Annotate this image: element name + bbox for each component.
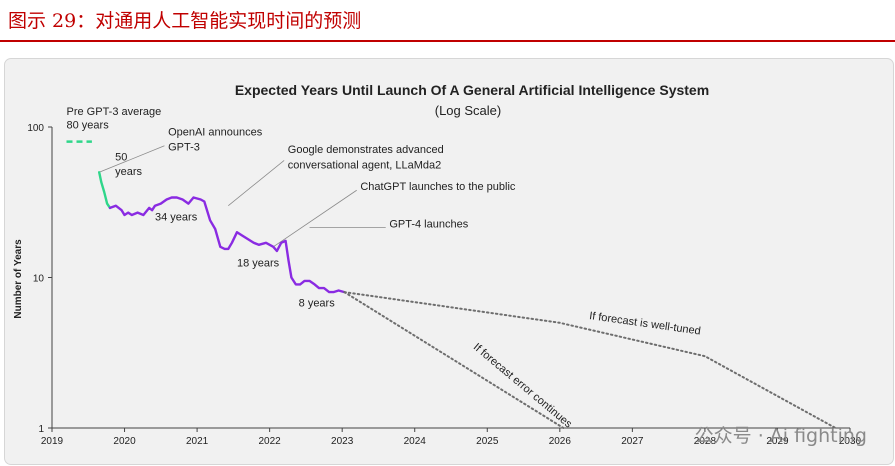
x-tick-label: 2026 (549, 436, 572, 447)
series-line (97, 171, 112, 210)
x-tick-label: 2028 (694, 436, 717, 447)
series-line (108, 196, 346, 294)
y-tick-label: 100 (27, 123, 44, 134)
x-tick-label: 2022 (259, 436, 282, 447)
series-line (343, 291, 565, 429)
agi-forecast-chart: Expected Years Until Launch Of A General… (13, 82, 862, 447)
annotation-label: Google demonstrates advanced (288, 144, 444, 156)
annotation-label: If forecast is well-tuned (588, 310, 701, 338)
annotation-label: GPT-3 (168, 141, 200, 153)
x-tick-label: 2029 (766, 436, 789, 447)
y-axis-label: Number of Years (13, 239, 24, 319)
annotation-leader-line (228, 160, 285, 207)
x-tick-label: 2020 (113, 436, 136, 447)
x-tick-label: 2027 (621, 436, 644, 447)
y-tick-label: 10 (33, 274, 45, 285)
watermark: 公众号 · Ai fighting (694, 425, 867, 447)
annotation-label: OpenAI announces (168, 126, 263, 138)
annotation-label: If forecast error continues (471, 341, 575, 431)
x-tick-label: 2030 (839, 436, 862, 447)
annotation-label: 18 years (237, 258, 280, 270)
annotation-label: 8 years (299, 298, 336, 310)
x-tick-label: 2023 (331, 436, 354, 447)
chart-title: Expected Years Until Launch Of A General… (235, 82, 709, 98)
chart-subtitle: (Log Scale) (435, 103, 501, 118)
annotation-label: 34 years (155, 211, 198, 223)
x-tick-label: 2024 (404, 436, 427, 447)
annotation-label: GPT-4 launches (389, 218, 468, 230)
annotation-leader-line (273, 189, 357, 248)
annotation-label: ChatGPT launches to the public (360, 181, 516, 193)
chart-panel: Expected Years Until Launch Of A General… (4, 58, 894, 465)
annotation-label: conversational agent, LLaMda2 (288, 159, 442, 171)
x-tick-label: 2025 (476, 436, 499, 447)
annotation-label: Pre GPT-3 average (67, 106, 162, 118)
y-tick-label: 1 (38, 424, 44, 435)
x-tick-label: 2019 (41, 436, 64, 447)
annotation-label: 80 years (67, 119, 110, 131)
annotation-leader-line (99, 145, 165, 173)
figure-caption: 图示 29：对通用人工智能实现时间的预测 (8, 10, 362, 32)
annotation-label: years (115, 166, 142, 178)
series-line (343, 291, 837, 429)
caption-rule (0, 40, 895, 42)
annotation-label: 50 (115, 151, 127, 163)
x-tick-label: 2021 (186, 436, 209, 447)
